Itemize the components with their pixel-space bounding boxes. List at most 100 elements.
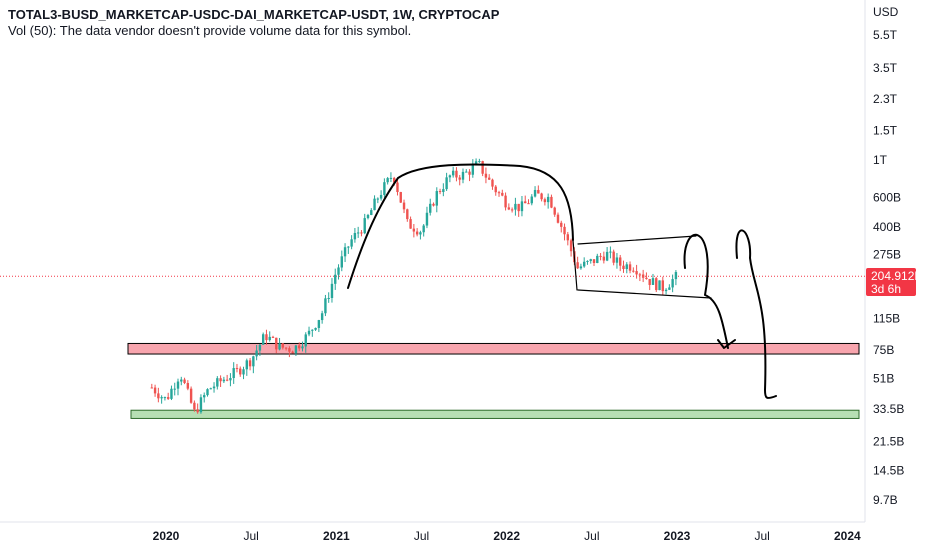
candle (504, 192, 507, 211)
candle-body (582, 261, 586, 267)
hand-drawn-annotations (347, 163, 777, 399)
candle (674, 270, 678, 286)
candle (527, 199, 530, 205)
candle (304, 332, 307, 353)
candle-body (176, 381, 180, 389)
candle-body (294, 345, 298, 354)
candle (363, 213, 366, 235)
candle-body (347, 246, 350, 248)
candle-body (455, 170, 458, 178)
resistance-zone[interactable] (127, 342, 860, 355)
candle-body (343, 247, 347, 257)
projection-arrow-2 (735, 229, 777, 399)
candle-body (193, 402, 196, 410)
candle-body (619, 257, 622, 266)
candle-body (379, 194, 383, 199)
candle (153, 384, 157, 397)
candle (530, 194, 533, 206)
candle (645, 272, 648, 280)
candle-body (451, 170, 455, 176)
candle-body (288, 348, 291, 352)
candle (239, 366, 242, 377)
candle-body (497, 192, 501, 194)
candle-body (376, 198, 380, 200)
candle-body (517, 203, 520, 212)
candle-body (399, 192, 402, 203)
candle-body (180, 379, 183, 382)
candle-body (370, 210, 373, 215)
candle (356, 226, 360, 238)
candle-body (599, 255, 602, 257)
candle (396, 179, 399, 196)
candle (307, 326, 311, 337)
candle-body (481, 161, 484, 174)
candle-body (186, 382, 190, 389)
candle-body (229, 378, 232, 381)
candle-body (245, 360, 248, 370)
candle-body (353, 232, 357, 240)
candle-body (212, 386, 216, 389)
candle (265, 329, 268, 345)
candle-body (232, 368, 235, 379)
support-zone[interactable] (130, 409, 860, 419)
candle (186, 380, 190, 391)
candle-body (366, 214, 370, 219)
candle (605, 247, 609, 262)
candle (461, 168, 465, 184)
price-axis-labels[interactable]: USD 5.5T 3.5T 2.3T 1.5T 1T 600B 400B 275B 115B 75B… (873, 5, 904, 507)
candle-body (494, 186, 497, 193)
candle (517, 203, 520, 217)
candle-body (216, 378, 219, 387)
candle-body (664, 289, 668, 292)
candle (245, 358, 248, 376)
candle (163, 396, 167, 401)
candle (343, 243, 347, 263)
candle (566, 231, 570, 246)
candle (373, 195, 376, 211)
candles-layer (150, 158, 678, 414)
candle (628, 261, 632, 274)
candle-body (255, 350, 258, 357)
candle (563, 223, 566, 241)
candle (150, 383, 154, 389)
candle-body (199, 397, 203, 413)
candle (314, 327, 317, 332)
candle (278, 337, 281, 351)
candle-body (632, 270, 635, 272)
price-tick-label: 2.3T (873, 92, 898, 106)
candle (635, 264, 638, 279)
candle (399, 191, 402, 203)
candle-body (461, 171, 465, 180)
price-tick-label: 75B (873, 343, 894, 357)
candle-body (324, 298, 327, 314)
candle-body (661, 280, 665, 292)
candle (455, 167, 458, 182)
candle-body (524, 201, 527, 204)
candle-body (356, 232, 360, 234)
candle (350, 235, 353, 250)
time-axis-labels[interactable]: 2020 Jul 2021 Jul 2022 Jul 2023 Jul 2024 (153, 529, 861, 543)
candle (176, 378, 180, 396)
candle (216, 376, 219, 390)
candle (294, 344, 298, 356)
price-tick-label: 5.5T (873, 28, 898, 42)
candle-body (153, 387, 157, 394)
candle (419, 230, 422, 240)
candle (366, 213, 370, 220)
candle-body (527, 203, 530, 205)
candle (619, 254, 622, 272)
candle-body (209, 388, 212, 390)
candle-body (602, 256, 606, 261)
last-price-value: 204.912B (871, 269, 922, 283)
candle-body (350, 239, 353, 247)
candle-body (435, 191, 438, 206)
candle-body (252, 356, 255, 367)
candle-body (537, 189, 540, 194)
candle (281, 342, 285, 350)
candle-body (648, 279, 651, 285)
candle (422, 224, 425, 237)
candle (625, 262, 628, 274)
candle-body (543, 199, 547, 203)
candle (507, 203, 511, 211)
